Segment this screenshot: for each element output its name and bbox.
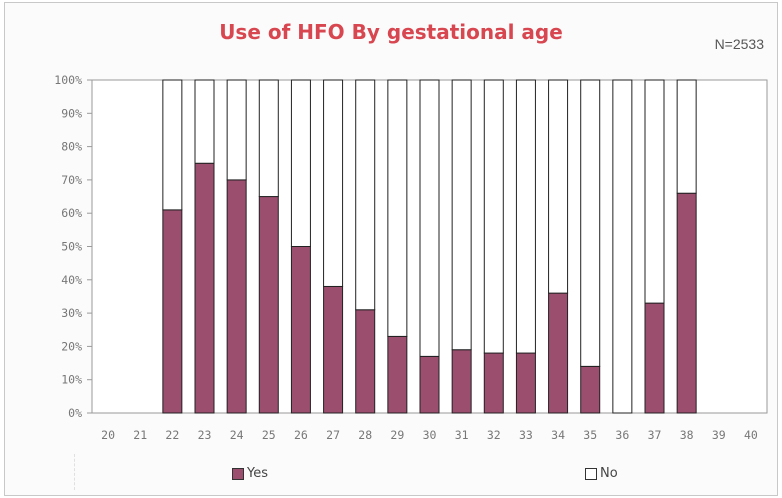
sample-size-annotation: N=2533 — [714, 36, 764, 52]
bar-segment-yes-35 — [580, 365, 601, 414]
bar-segment-no-32 — [483, 79, 504, 354]
bar-segment-no-37 — [644, 79, 665, 304]
x-tick-label: 27 — [326, 428, 340, 442]
bar-segment-no-26 — [290, 79, 311, 247]
y-tick-label: 100% — [54, 73, 82, 87]
y-axis: 0% 10% 20% 30% 40% 50% 60% 70% 80% 90% 100% — [54, 73, 92, 420]
x-tick-label: 28 — [358, 428, 372, 442]
bar-segment-yes-32 — [483, 352, 504, 414]
x-tick-label: 29 — [390, 428, 404, 442]
x-tick-label: 26 — [294, 428, 308, 442]
x-axis: 20 21 22 23 24 25 26 27 28 29 30 31 32 33 34 35 36 37 38 39… — [101, 428, 758, 442]
x-tick-label: 31 — [455, 428, 469, 442]
y-tick-label: 90% — [61, 106, 82, 120]
y-tick-label: 70% — [61, 173, 82, 187]
bar-segment-yes-37 — [644, 302, 665, 414]
bar-segment-no-38 — [676, 79, 697, 194]
legend-item-yes: Yes — [232, 466, 268, 481]
bar-segment-no-30 — [419, 79, 440, 357]
x-tick-label: 20 — [101, 428, 115, 442]
chart-title: Use of HFO By gestational age — [219, 20, 563, 44]
x-tick-label: 22 — [165, 428, 179, 442]
bar-segment-yes-27 — [323, 285, 344, 414]
y-tick-label: 20% — [61, 339, 82, 353]
bar-segment-yes-26 — [290, 246, 311, 414]
legend-label-no: No — [600, 466, 618, 481]
legend-swatch-yes — [232, 467, 244, 480]
bar-segment-yes-33 — [515, 352, 536, 414]
bars-group — [162, 79, 697, 414]
x-tick-label: 34 — [551, 428, 565, 442]
x-tick-label: 38 — [680, 428, 694, 442]
bar-segment-yes-30 — [419, 355, 440, 414]
bar-segment-yes-22 — [162, 209, 183, 414]
y-tick-label: 30% — [61, 306, 82, 320]
bar-segment-yes-34 — [548, 292, 569, 414]
bar-segment-no-33 — [515, 79, 536, 354]
legend-label-yes: Yes — [247, 466, 268, 481]
bar-segment-no-24 — [226, 79, 247, 181]
legend — [74, 454, 771, 490]
bar-segment-no-35 — [580, 79, 601, 367]
bar-segment-no-27 — [323, 79, 344, 287]
x-tick-label: 25 — [262, 428, 276, 442]
y-tick-label: 40% — [61, 273, 82, 287]
x-tick-label: 37 — [648, 428, 662, 442]
x-tick-label: 24 — [230, 428, 244, 442]
x-tick-label: 23 — [198, 428, 212, 442]
y-tick-label: 50% — [61, 240, 82, 254]
bar-segment-no-34 — [548, 79, 569, 294]
bar-segment-yes-29 — [387, 335, 408, 414]
bar-segment-yes-31 — [451, 349, 472, 414]
y-tick-label: 0% — [68, 406, 82, 420]
y-tick-label: 80% — [61, 140, 82, 154]
bar-segment-no-23 — [194, 79, 215, 164]
bar-segment-no-36 — [612, 79, 633, 414]
x-tick-label: 36 — [615, 428, 629, 442]
y-tick-label: 10% — [61, 373, 82, 387]
bar-segment-no-22 — [162, 79, 183, 211]
bar-segment-no-25 — [258, 79, 279, 198]
bar-segment-no-28 — [355, 79, 376, 311]
legend-swatch-no — [585, 467, 597, 480]
x-tick-label: 39 — [712, 428, 726, 442]
bar-segment-yes-25 — [258, 196, 279, 414]
bar-segment-no-29 — [387, 79, 408, 337]
x-tick-label: 40 — [744, 428, 758, 442]
bar-segment-no-31 — [451, 79, 472, 351]
legend-item-no: No — [585, 466, 618, 481]
bar-segment-yes-38 — [676, 192, 697, 414]
bar-segment-yes-28 — [355, 309, 376, 414]
x-tick-label: 32 — [487, 428, 501, 442]
y-tick-label: 60% — [61, 206, 82, 220]
x-tick-label: 33 — [519, 428, 533, 442]
x-tick-label: 21 — [133, 428, 147, 442]
x-tick-label: 35 — [583, 428, 597, 442]
bar-segment-yes-24 — [226, 179, 247, 414]
bar-segment-yes-23 — [194, 162, 215, 414]
x-tick-label: 30 — [423, 428, 437, 442]
